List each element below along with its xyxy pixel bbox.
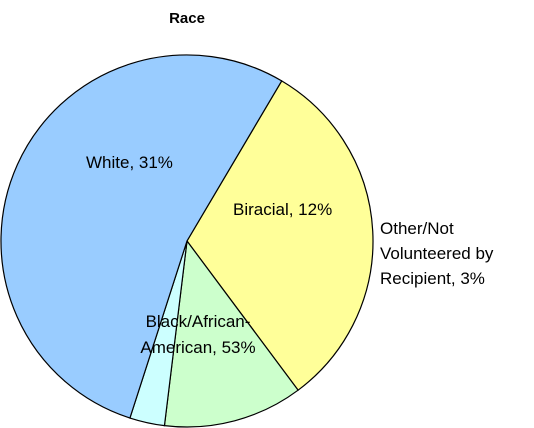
slice-label-other: Other/Not Volunteered by Recipient, 3%	[380, 216, 530, 291]
slice-label-black-line-1: Black/African-	[145, 312, 251, 331]
pie-slice-white	[186, 80, 374, 392]
slice-label-black-line-2: American, 53%	[140, 338, 256, 357]
chart-title: Race	[169, 10, 205, 27]
slice-label-white: White, 31%	[86, 153, 173, 172]
slice-label-other-line-1: Other/Not	[380, 219, 454, 238]
slice-label-black: Black/African- American, 53%	[108, 309, 288, 361]
slice-label-other-line-2: Volunteered by	[380, 244, 494, 263]
slice-label-biracial: Biracial, 12%	[233, 200, 333, 219]
pie-slice-biracial	[163, 239, 299, 428]
slice-label-other-line-3: Recipient, 3%	[380, 269, 485, 288]
pie-slice-black-african-american	[0, 54, 283, 419]
